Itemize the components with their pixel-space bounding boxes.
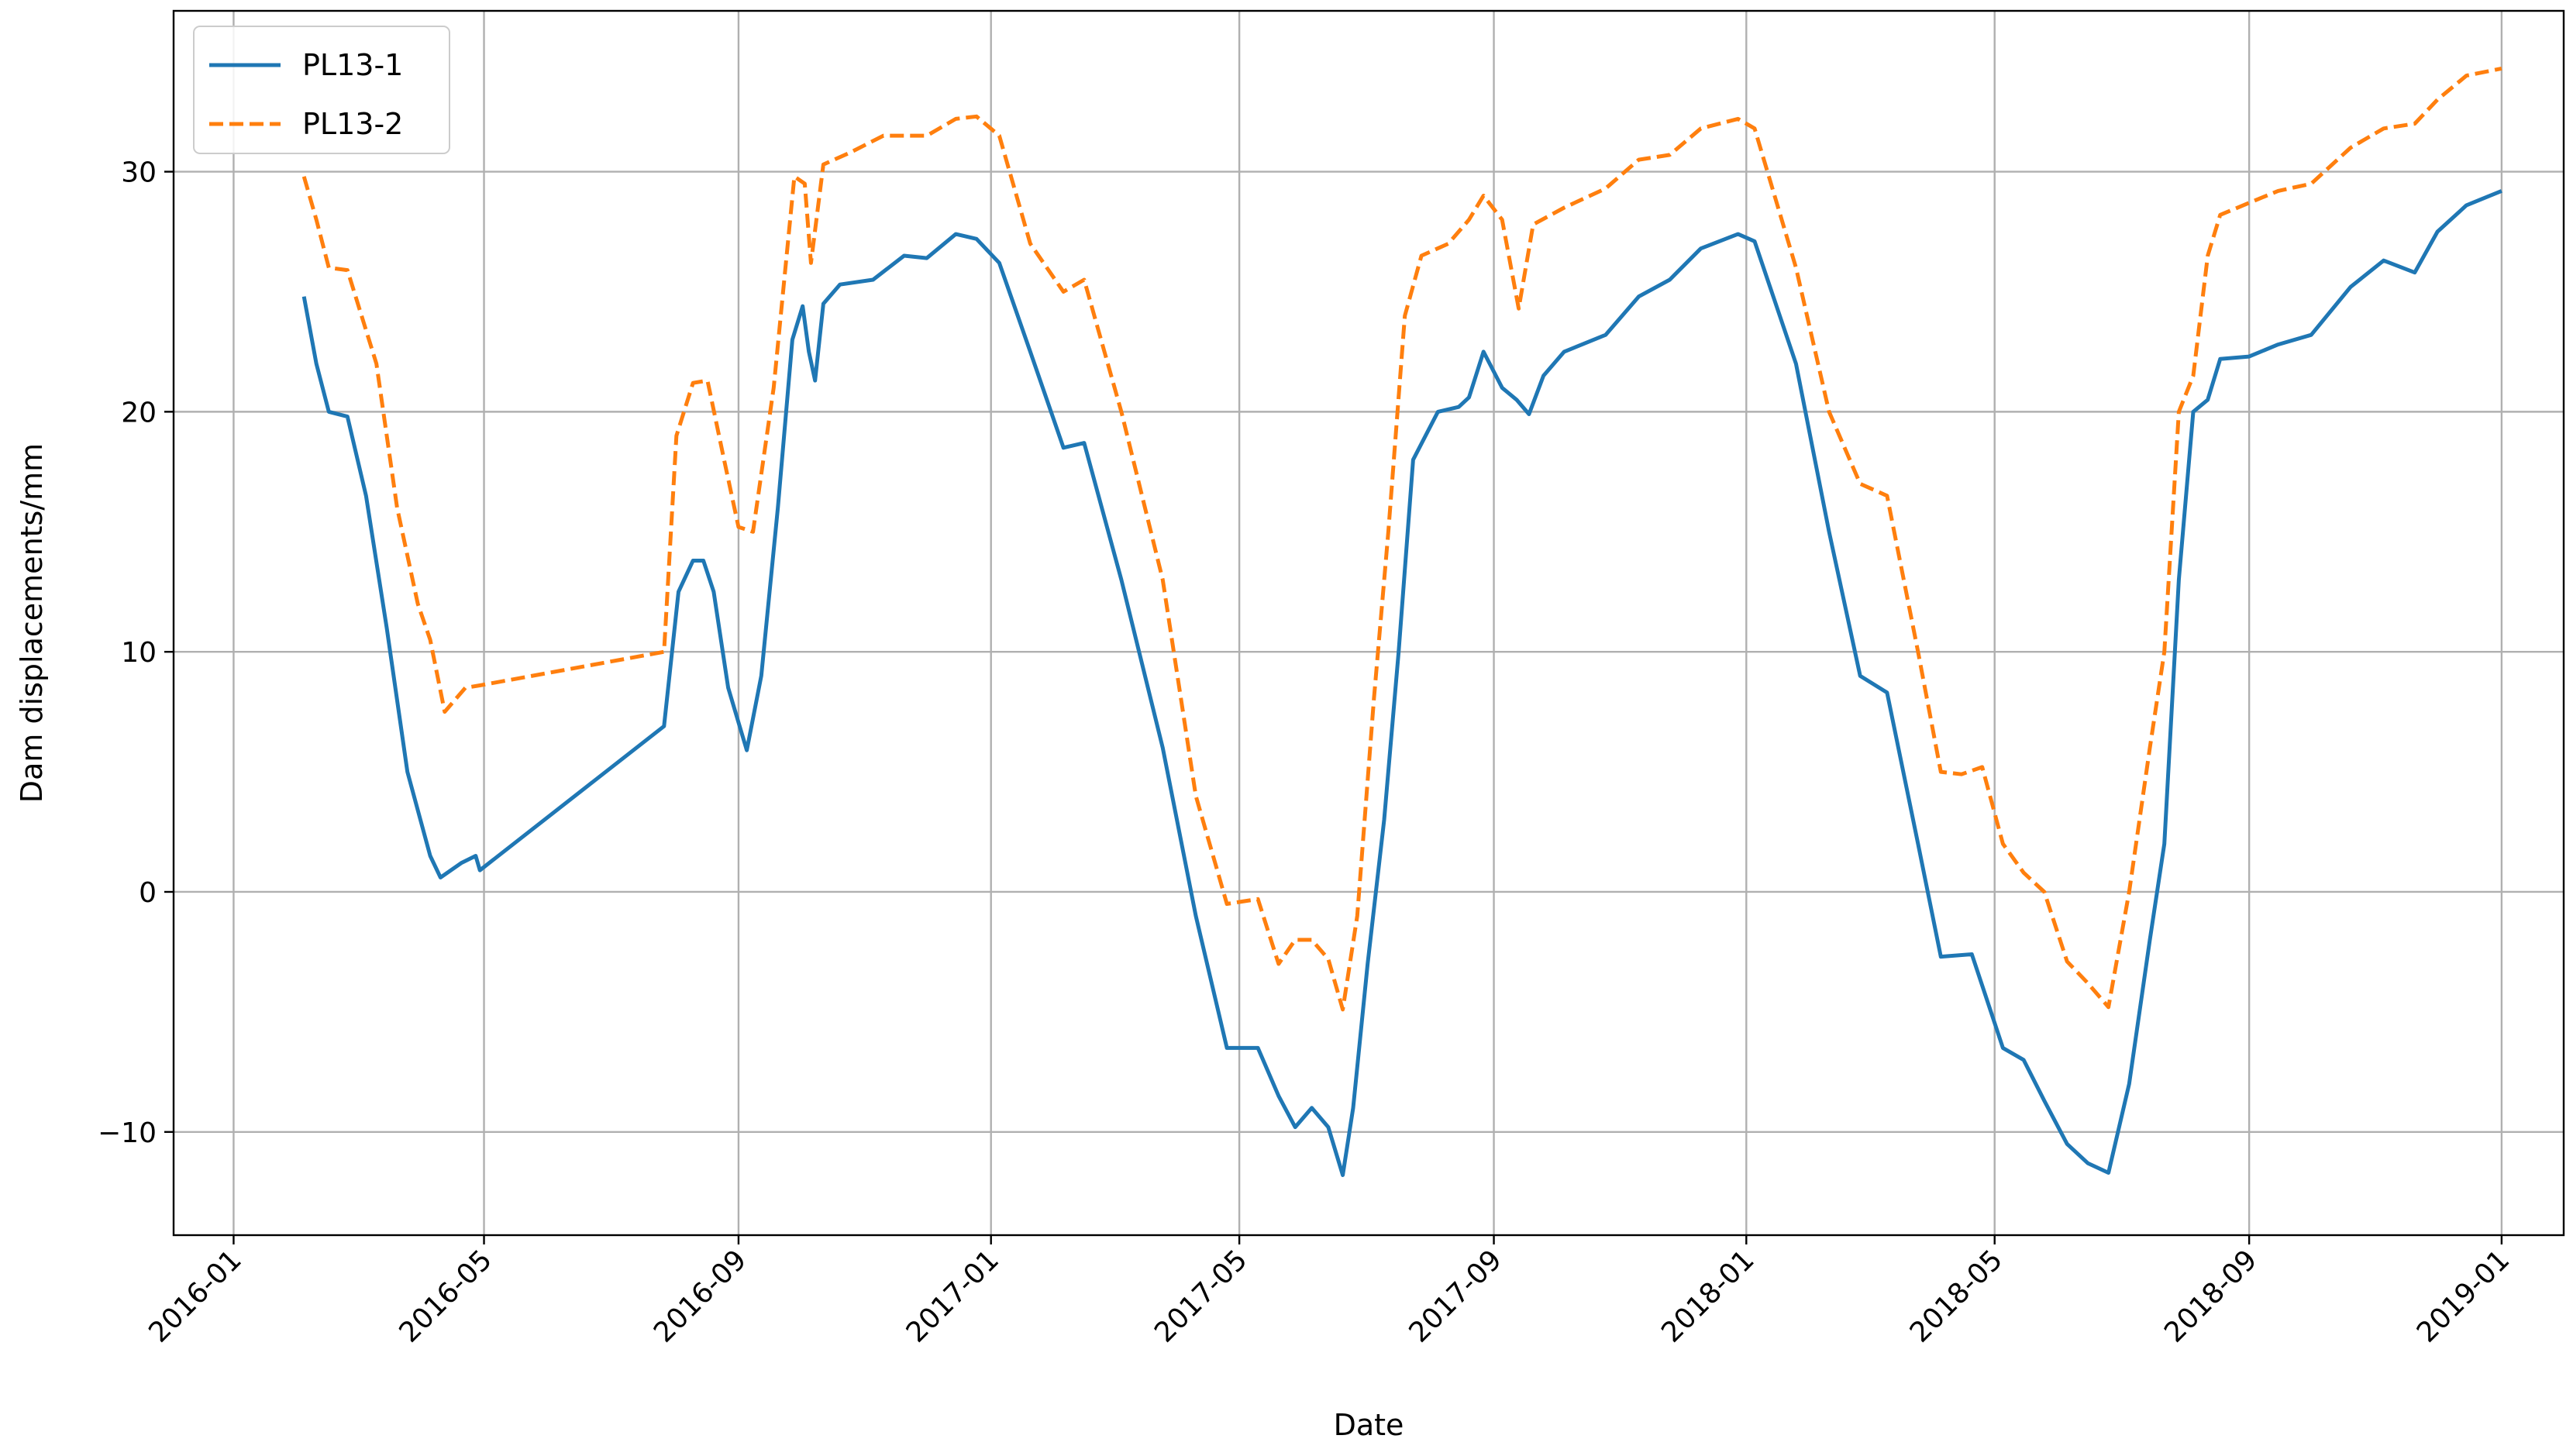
legend-label: PL13-2	[302, 107, 403, 141]
legend: PL13-1 PL13-2	[193, 26, 450, 154]
y-tick-label: 20	[121, 397, 157, 429]
legend-label: PL13-1	[302, 48, 403, 82]
plot-frame	[172, 9, 2565, 1237]
x-tick-label: 2016-05	[394, 1244, 498, 1348]
y-tick-label: 10	[121, 637, 157, 669]
x-tick-label: 2017-01	[901, 1244, 1005, 1348]
y-tick-label: 0	[139, 877, 157, 909]
x-axis-label: Date	[1334, 1408, 1404, 1442]
y-axis-label: Dam displacements/mm	[15, 443, 49, 803]
series-line-pl13-2	[301, 66, 2502, 1012]
y-tick-label: −10	[98, 1117, 157, 1149]
series-line-pl13-1	[301, 189, 2502, 1177]
x-tick-label: 2018-05	[1904, 1244, 2009, 1348]
y-tick-label: 30	[121, 157, 157, 189]
x-tick-label: 2017-05	[1149, 1244, 1253, 1348]
x-tick-label: 2016-09	[648, 1244, 753, 1348]
x-tick-label: 2018-09	[2158, 1244, 2263, 1348]
x-tick-label: 2019-01	[2411, 1244, 2516, 1348]
legend-box	[193, 26, 450, 154]
x-tick-label: 2016-01	[143, 1244, 247, 1348]
x-tick-label: 2017-09	[1404, 1244, 1508, 1348]
x-tick-label: 2018-01	[1655, 1244, 1760, 1348]
